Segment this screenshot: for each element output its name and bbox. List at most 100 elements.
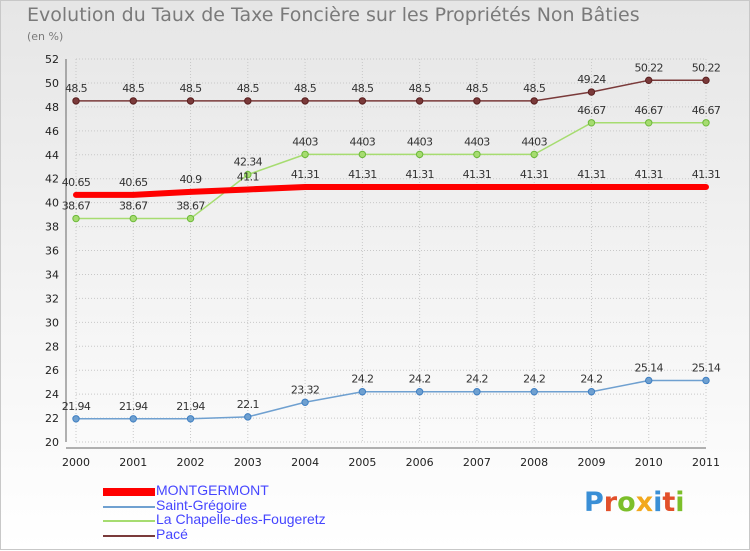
legend-swatch-pace xyxy=(103,534,155,537)
data-label-la-chapelle-des-fougeretz: 4403 xyxy=(521,135,547,148)
data-label-la-chapelle-des-fougeretz: 4403 xyxy=(407,135,433,148)
data-label-pace: 48.5 xyxy=(523,82,546,95)
series-line-saint-gregoire xyxy=(75,379,707,420)
data-label-montgermont: 41.31 xyxy=(405,168,434,181)
logo-letter: i xyxy=(675,487,685,518)
data-point-pace xyxy=(129,97,137,105)
data-label-montgermont: 41.31 xyxy=(634,168,663,181)
x-tick-label: 2008 xyxy=(520,456,548,469)
proxiti-logo: Proxiti xyxy=(584,487,685,518)
data-label-saint-gregoire: 21.94 xyxy=(176,400,205,413)
y-tick-label: 44 xyxy=(45,149,59,162)
data-label-montgermont: 41.31 xyxy=(463,168,492,181)
data-point-la-chapelle-des-fougeretz xyxy=(587,119,596,127)
data-point-pace xyxy=(702,76,710,85)
data-point-la-chapelle-des-fougeretz xyxy=(358,150,367,159)
y-tick-label: 26 xyxy=(45,364,59,377)
data-point-saint-gregoire xyxy=(530,388,538,396)
data-point-la-chapelle-des-fougeretz xyxy=(186,214,195,223)
legend-label-montgermont: MONTGERMONT xyxy=(156,482,269,498)
data-label-pace: 48.5 xyxy=(466,82,489,95)
y-tick-label: 22 xyxy=(45,412,59,425)
data-point-saint-gregoire xyxy=(358,388,367,396)
data-point-saint-gregoire xyxy=(301,398,309,406)
series-line-la-chapelle-des-fougeretz xyxy=(75,122,707,220)
data-label-saint-gregoire: 24.2 xyxy=(523,373,545,386)
logo-letter: x xyxy=(635,487,654,518)
logo-letter: P xyxy=(584,487,604,518)
data-label-la-chapelle-des-fougeretz: 38.67 xyxy=(62,200,91,213)
chart-title: Evolution du Taux de Taxe Foncière sur l… xyxy=(27,4,640,26)
y-axis-unit: (en %) xyxy=(27,30,64,43)
data-point-saint-gregoire xyxy=(72,415,80,423)
logo-letter: t xyxy=(662,487,676,518)
data-point-saint-gregoire xyxy=(473,388,481,396)
data-label-montgermont: 41.31 xyxy=(577,168,606,181)
logo-letter: r xyxy=(603,487,618,518)
data-label-montgermont: 40.65 xyxy=(62,176,91,189)
data-point-pace xyxy=(244,97,252,105)
data-point-la-chapelle-des-fougeretz xyxy=(530,150,538,159)
data-point-la-chapelle-des-fougeretz xyxy=(702,119,710,127)
legend-swatch-saint-gregoire xyxy=(103,505,155,508)
data-point-pace xyxy=(587,88,596,96)
data-point-saint-gregoire xyxy=(702,376,710,385)
data-point-saint-gregoire xyxy=(186,415,195,423)
x-tick-label: 2007 xyxy=(463,456,491,469)
data-label-pace: 50.22 xyxy=(634,61,663,74)
y-tick-label: 38 xyxy=(45,221,59,234)
data-point-pace xyxy=(415,97,424,105)
data-label-pace: 48.5 xyxy=(237,82,260,95)
y-tick-label: 28 xyxy=(45,340,59,353)
data-label-pace: 48.5 xyxy=(65,82,88,95)
data-label-montgermont: 41.31 xyxy=(348,168,377,181)
data-point-la-chapelle-des-fougeretz xyxy=(129,214,137,223)
data-label-pace: 48.5 xyxy=(351,82,374,95)
data-point-saint-gregoire xyxy=(244,413,252,421)
data-point-pace xyxy=(645,76,653,85)
legend-label-la-chapelle: La Chapelle-des-Fougeretz xyxy=(156,511,326,527)
logo-letter: o xyxy=(617,487,636,518)
data-point-saint-gregoire xyxy=(415,388,424,396)
data-label-la-chapelle-des-fougeretz: 42.34 xyxy=(234,156,263,169)
y-tick-label: 46 xyxy=(45,125,59,138)
data-label-la-chapelle-des-fougeretz: 46.67 xyxy=(692,104,721,117)
y-tick-label: 50 xyxy=(45,77,59,90)
data-label-montgermont: 40.9 xyxy=(179,173,202,186)
data-label-saint-gregoire: 23.32 xyxy=(291,383,320,396)
data-point-la-chapelle-des-fougeretz xyxy=(415,150,424,159)
legend-swatch-montgermont xyxy=(103,488,155,496)
x-tick-label: 2009 xyxy=(577,456,605,469)
data-label-saint-gregoire: 21.94 xyxy=(119,400,148,413)
data-label-pace: 48.5 xyxy=(409,82,432,95)
x-tick-label: 2002 xyxy=(177,456,205,469)
data-point-pace xyxy=(186,97,195,105)
data-point-saint-gregoire xyxy=(645,376,653,385)
series-line-montgermont xyxy=(73,183,709,198)
x-tick-label: 2006 xyxy=(406,456,434,469)
series-line-pace xyxy=(75,79,707,102)
legend-label-saint-gregoire: Saint-Grégoire xyxy=(156,496,248,513)
data-point-pace xyxy=(358,97,367,105)
y-tick-label: 20 xyxy=(45,436,59,449)
data-label-la-chapelle-des-fougeretz: 4403 xyxy=(292,135,318,148)
x-tick-label: 2010 xyxy=(635,456,663,469)
x-tick-label: 2000 xyxy=(62,456,90,469)
y-tick-label: 24 xyxy=(45,388,59,401)
data-label-saint-gregoire: 24.2 xyxy=(580,373,602,386)
y-tick-label: 30 xyxy=(45,316,59,329)
data-point-pace xyxy=(473,97,481,105)
data-label-montgermont: 41.1 xyxy=(237,170,259,183)
data-label-saint-gregoire: 22.1 xyxy=(237,398,259,411)
y-tick-label: 32 xyxy=(45,292,59,305)
data-label-pace: 49.24 xyxy=(577,73,606,86)
data-point-saint-gregoire xyxy=(587,388,596,396)
data-point-la-chapelle-des-fougeretz xyxy=(473,150,481,159)
data-point-pace xyxy=(72,97,80,105)
x-tick-label: 2004 xyxy=(291,456,319,469)
x-tick-label: 2005 xyxy=(348,456,376,469)
data-label-montgermont: 40.65 xyxy=(119,176,148,189)
x-tick-label: 2011 xyxy=(692,456,720,469)
